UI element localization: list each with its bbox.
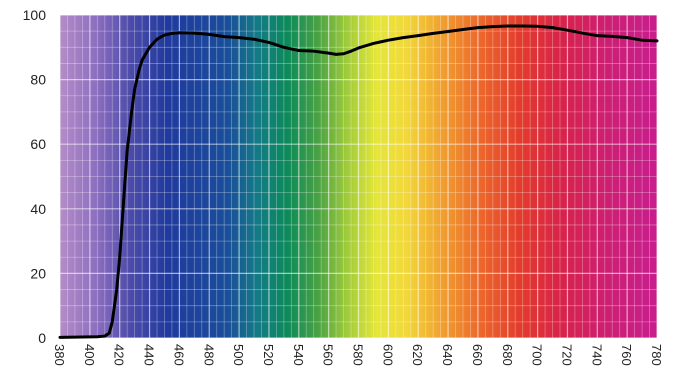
x-tick-label: 660	[470, 344, 485, 366]
x-tick-label: 500	[231, 344, 246, 366]
x-tick-label: 620	[410, 344, 425, 366]
x-tick-label: 400	[82, 344, 97, 366]
x-tick-label: 540	[291, 344, 306, 366]
y-tick-label: 60	[30, 136, 46, 152]
x-tick-label: 520	[261, 344, 276, 366]
x-tick-label: 460	[171, 344, 186, 366]
transmission-curve	[58, 24, 659, 339]
y-tick-label: 100	[23, 7, 47, 23]
y-tick-label: 80	[30, 72, 46, 88]
y-tick-label: 0	[38, 330, 46, 346]
x-tick-label: 420	[112, 344, 127, 366]
x-axis-ticks: 380 400 420 440 460 480 500 520 540 560 580 600 620 6…	[52, 344, 664, 366]
x-tick-label: 760	[619, 344, 634, 366]
x-tick-label: 480	[201, 344, 216, 366]
y-tick-label: 40	[30, 201, 46, 217]
x-tick-label: 440	[142, 344, 157, 366]
x-tick-label: 580	[351, 344, 366, 366]
x-tick-label: 680	[500, 344, 515, 366]
y-tick-label: 20	[30, 265, 46, 281]
x-tick-label: 640	[440, 344, 455, 366]
y-axis-ticks: 0 20 40 60 80 100	[23, 7, 47, 346]
x-tick-label: 700	[530, 344, 545, 366]
x-tick-label: 720	[559, 344, 574, 366]
gridlines	[59, 14, 658, 339]
x-tick-label: 780	[649, 344, 664, 366]
x-tick-label: 740	[589, 344, 604, 366]
x-tick-label: 600	[380, 344, 395, 366]
x-tick-label: 560	[321, 344, 336, 366]
x-tick-label: 380	[52, 344, 67, 366]
